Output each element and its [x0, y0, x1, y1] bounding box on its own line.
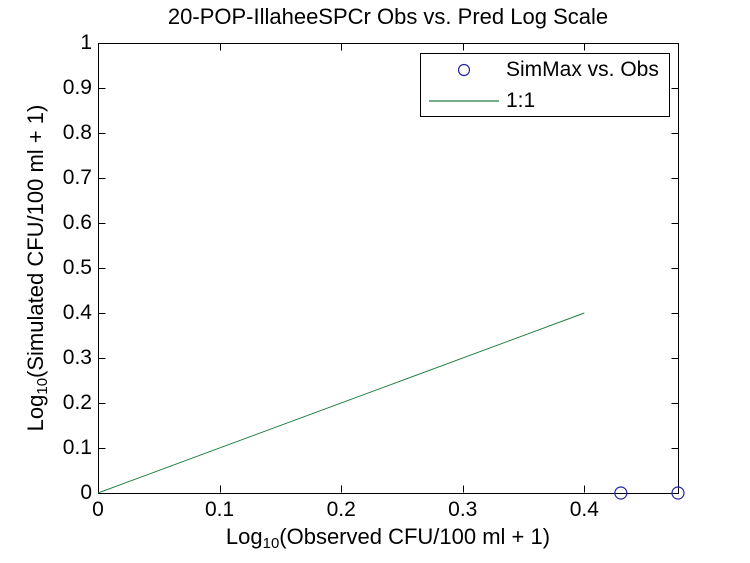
y-axis-tick-label: 0	[80, 481, 92, 504]
y-axis-label-prefix: Log	[23, 394, 48, 432]
x-axis-tick-label: 0	[92, 498, 104, 521]
y-axis-tick-label: 0.5	[62, 256, 92, 279]
identity-line	[97, 312, 585, 494]
x-axis-label-subscript: 10	[262, 535, 280, 553]
legend-item-one-to-one: 1:1	[421, 85, 669, 116]
chart-title: 20-POP-IllaheeSPCr Obs vs. Pred Log Scal…	[167, 4, 609, 29]
legend-item-simmax-vs-obs: SimMax vs. Obs	[421, 54, 669, 85]
legend-line-marker-icon	[421, 99, 506, 103]
data-point-marker	[671, 486, 685, 500]
y-axis-label-rest: (Simulated CFU/100 ml + 1)	[23, 104, 48, 378]
legend-circle-marker-icon	[421, 62, 506, 78]
x-axis-label-prefix: Log	[225, 524, 263, 549]
y-axis-tick-label: 0.7	[62, 166, 92, 189]
x-axis-tick-label: 0.3	[448, 498, 478, 521]
y-axis-tick-label: 0.3	[62, 346, 92, 369]
x-axis-label: Log10(Observed CFU/100 ml + 1)	[98, 524, 678, 553]
y-axis-tick-label: 0.2	[62, 391, 92, 414]
x-axis-label-rest: (Observed CFU/100 ml + 1)	[279, 524, 551, 549]
y-axis-tick-label: 0.8	[62, 121, 92, 144]
y-axis-label: Log10(Simulated CFU/100 ml + 1)	[21, 18, 51, 518]
y-axis-tick-label: 0.6	[62, 211, 92, 234]
y-axis-tick-label: 0.4	[62, 301, 92, 324]
y-axis-tick-label: 1	[80, 31, 92, 54]
y-axis-tick-label: 0.9	[62, 76, 92, 99]
y-axis-tick-label: 0.1	[62, 436, 92, 459]
legend-label-one-to-one: 1:1	[506, 88, 536, 112]
y-axis-label-subscript: 10	[34, 377, 52, 395]
x-axis-tick-label: 0.2	[326, 498, 356, 521]
legend: SimMax vs. Obs 1:1	[420, 53, 670, 117]
data-point-marker	[614, 486, 628, 500]
x-axis-tick-label: 0.1	[204, 498, 235, 521]
legend-label-simmax-vs-obs: SimMax vs. Obs	[506, 57, 659, 81]
x-axis-tick-label: 0.4	[569, 498, 599, 521]
